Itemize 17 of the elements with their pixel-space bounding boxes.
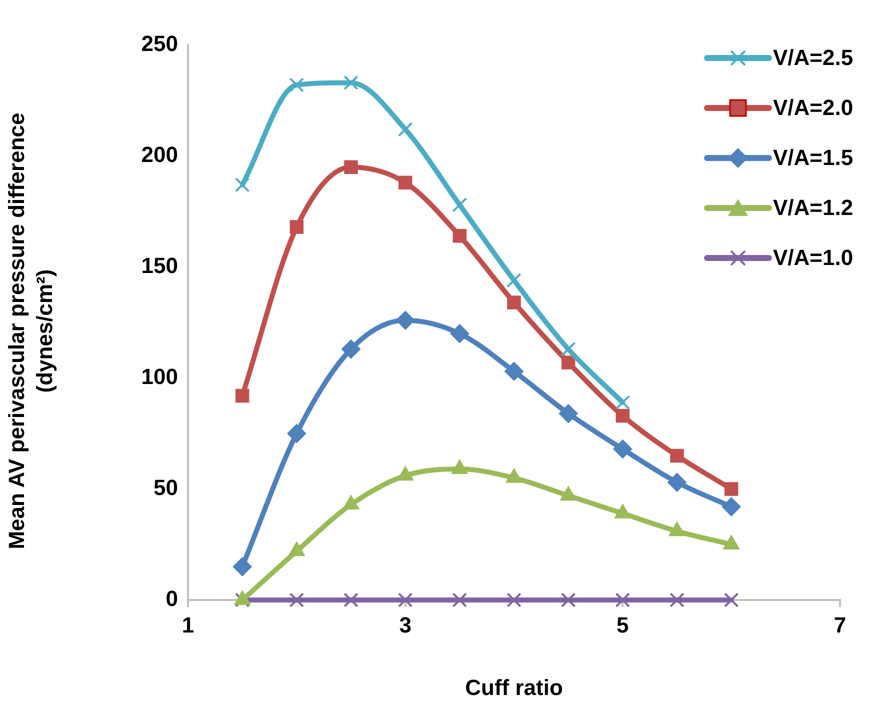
y-tick-label: 200 <box>141 142 178 168</box>
legend-label: V/A=1.0 <box>773 245 854 271</box>
y-tick-label: 50 <box>154 475 178 500</box>
x-tick-label: 1 <box>182 612 194 638</box>
y-axis-title: Mean AV perivascular pressure difference (dynes/cm²) <box>3 112 58 552</box>
y-tick-label: 100 <box>141 364 178 390</box>
legend-label: V/A=2.5 <box>773 45 854 71</box>
y-tick-label: 150 <box>141 253 178 278</box>
x-axis-title: Cuff ratio <box>465 674 563 700</box>
legend-label: V/A=2.0 <box>773 95 854 121</box>
x-tick-label: 3 <box>399 612 412 638</box>
y-tick-label: 250 <box>141 31 178 56</box>
x-tick-label: 5 <box>616 612 629 638</box>
legend-label: V/A=1.2 <box>773 195 854 221</box>
y-tick-label: 0 <box>166 586 178 612</box>
legend-label: V/A=1.5 <box>773 145 854 171</box>
x-tick-label: 7 <box>834 612 846 638</box>
